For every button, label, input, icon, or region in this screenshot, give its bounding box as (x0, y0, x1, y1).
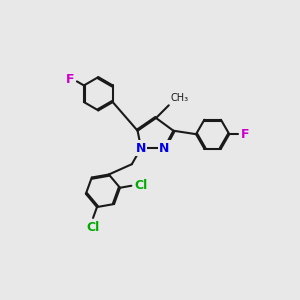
Text: Cl: Cl (134, 179, 147, 192)
Text: F: F (240, 128, 249, 141)
Text: N: N (159, 142, 169, 154)
Text: CH₃: CH₃ (171, 94, 189, 103)
Text: F: F (66, 73, 74, 86)
Text: N: N (136, 142, 146, 154)
Text: Cl: Cl (86, 221, 100, 234)
